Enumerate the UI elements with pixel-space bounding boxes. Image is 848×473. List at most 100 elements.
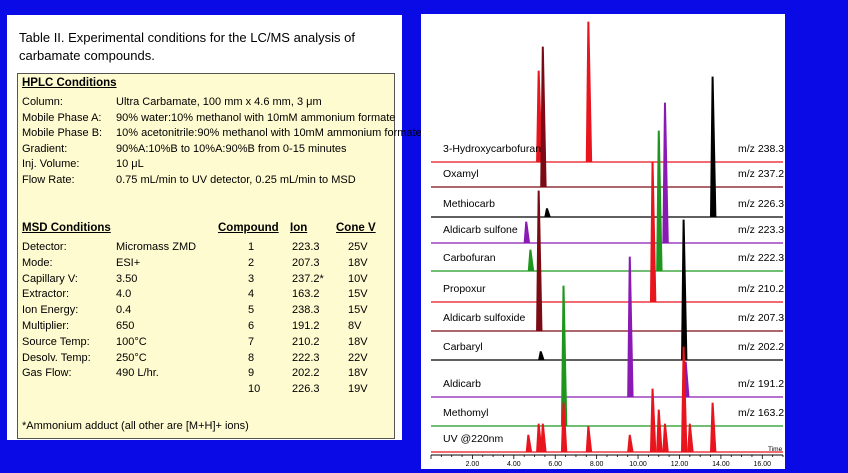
x-tick-label: 12.00 bbox=[671, 461, 689, 468]
hplc-value: 90% water:10% methanol with 10mM ammoniu… bbox=[116, 111, 396, 124]
trace-name-label: Aldicarb bbox=[443, 378, 481, 390]
trace-mz-label: m/z 222.3 bbox=[738, 252, 784, 264]
trace-group bbox=[431, 190, 783, 332]
trace-group bbox=[431, 76, 783, 218]
chromatogram-peak bbox=[525, 434, 533, 453]
hplc-label: Mobile Phase B: bbox=[22, 127, 103, 139]
trace-name-label: Carbofuran bbox=[443, 252, 496, 264]
trace-group bbox=[431, 46, 783, 188]
ion-mass: 163.2 bbox=[292, 288, 320, 301]
chromatogram-peak bbox=[681, 346, 688, 453]
chromatogram-peak bbox=[681, 219, 688, 361]
chromatogram-peak bbox=[662, 102, 669, 244]
msd-row: Gas Flow: 490 L/hr. 9 202.2 18V bbox=[22, 366, 392, 381]
hplc-label: Gradient: bbox=[22, 142, 68, 155]
trace-mz-label: m/z 191.2 bbox=[738, 378, 784, 390]
msd-value: 100°C bbox=[116, 335, 147, 348]
compound-header: Compound bbox=[218, 222, 279, 234]
trace-name-label: Methiocarb bbox=[443, 198, 495, 210]
compound-number: 9 bbox=[248, 367, 255, 380]
ion-mass: 226.3 bbox=[292, 383, 320, 396]
msd-label: Desolv. Temp: bbox=[22, 351, 91, 364]
msd-row: Detector: Micromass ZMD 1 223.3 25V bbox=[22, 240, 392, 255]
msd-value: 3.50 bbox=[116, 272, 138, 285]
chromatogram-peak bbox=[560, 402, 568, 453]
compound-number: 1 bbox=[248, 241, 255, 253]
compound-number: 8 bbox=[248, 351, 255, 364]
hplc-label: Column: bbox=[22, 96, 63, 108]
hplc-title: HPLC Conditions bbox=[22, 77, 117, 89]
conditions-box: HPLC Conditions Column: Ultra Carbamate, … bbox=[17, 73, 422, 439]
chromatogram-peak bbox=[656, 409, 663, 453]
msd-row: 10 226.3 19V bbox=[22, 382, 392, 397]
x-axis-title: Time bbox=[768, 446, 783, 453]
trace-name-label: Aldicarb sulfoxide bbox=[443, 312, 525, 324]
chromatogram-peak bbox=[585, 21, 593, 163]
msd-row: Mode: ESI+ 2 207.3 18V bbox=[22, 256, 392, 271]
compound-number: 10 bbox=[248, 383, 261, 396]
trace-name-label: Propoxur bbox=[443, 283, 486, 295]
chromatogram-peak bbox=[649, 388, 657, 453]
msd-value: 250°C bbox=[116, 351, 147, 364]
msd-row: Capillary V: 3.50 3 237.2* 10V bbox=[22, 272, 392, 287]
hplc-value: 10% acetonitrile:90% methanol with 10mM … bbox=[116, 127, 422, 139]
hplc-value: 0.75 mL/min to UV detector, 0.25 mL/min … bbox=[116, 173, 356, 186]
compound-number: 6 bbox=[248, 320, 255, 332]
cone-voltage: 15V bbox=[348, 304, 368, 317]
compound-number: 3 bbox=[248, 272, 255, 285]
x-tick-label: 14.00 bbox=[712, 461, 730, 468]
trace-group bbox=[431, 346, 783, 453]
chromatogram-peak bbox=[627, 256, 634, 398]
chromatogram-peak bbox=[709, 402, 717, 453]
msd-label: Gas Flow: bbox=[22, 367, 72, 380]
compound-number: 5 bbox=[248, 304, 255, 317]
footnote: *Ammonium adduct (all other are [M+H]+ i… bbox=[22, 420, 249, 432]
x-tick-label: 10.00 bbox=[629, 461, 647, 468]
chromatogram-peak bbox=[649, 161, 657, 303]
cone-header: Cone V bbox=[336, 222, 376, 234]
trace-group bbox=[431, 21, 783, 163]
trace-name-label: Oxamyl bbox=[443, 168, 479, 180]
msd-value: 0.4 bbox=[116, 304, 132, 317]
cone-voltage: 15V bbox=[348, 288, 368, 301]
chromatogram-peak bbox=[687, 423, 694, 453]
trace-mz-label: m/z 226.3 bbox=[738, 198, 784, 210]
chromatogram-peak bbox=[540, 423, 547, 453]
cone-voltage: 19V bbox=[348, 383, 368, 396]
msd-value: 650 bbox=[116, 320, 135, 332]
chromatogram-peak bbox=[536, 70, 543, 163]
ion-mass: 210.2 bbox=[292, 335, 320, 348]
msd-value: 4.0 bbox=[116, 288, 132, 301]
chromatogram-peak bbox=[540, 46, 547, 188]
cone-voltage: 18V bbox=[348, 256, 368, 269]
hplc-value: 10 μL bbox=[116, 158, 144, 170]
cone-voltage: 25V bbox=[348, 241, 368, 253]
table-caption: Table II. Experimental conditions for th… bbox=[19, 29, 389, 65]
msd-row: Ion Energy: 0.4 5 238.3 15V bbox=[22, 303, 392, 318]
chromatogram-panel: 3-Hydroxycarbofuran m/z 238.3 Oxamyl m/z 23… bbox=[421, 14, 785, 469]
hplc-value: Ultra Carbamate, 100 mm x 4.6 mm, 3 μm bbox=[116, 96, 322, 108]
ion-mass: 223.3 bbox=[292, 241, 320, 253]
trace-mz-label: m/z 207.3 bbox=[738, 312, 784, 324]
caption-line-1: Table II. Experimental conditions for th… bbox=[19, 30, 355, 45]
compound-number: 4 bbox=[248, 288, 255, 301]
msd-label: Mode: bbox=[22, 256, 53, 269]
trace-group bbox=[431, 256, 783, 398]
trace-group bbox=[431, 219, 783, 361]
trace-group bbox=[431, 130, 783, 272]
cone-voltage: 18V bbox=[348, 367, 368, 380]
chromatogram-peak bbox=[538, 351, 545, 361]
msd-label: Capillary V: bbox=[22, 272, 78, 285]
chromatogram-peak bbox=[527, 249, 535, 272]
chromatogram-peak bbox=[627, 434, 634, 453]
hplc-label: Flow Rate: bbox=[22, 173, 75, 186]
ion-mass: 222.3 bbox=[292, 351, 320, 364]
trace-mz-label: m/z 223.3 bbox=[738, 224, 784, 236]
hplc-label: Mobile Phase A: bbox=[22, 111, 102, 124]
ion-mass: 238.3 bbox=[292, 304, 320, 317]
msd-label: Extractor: bbox=[22, 288, 70, 301]
chromatogram-peak bbox=[656, 130, 663, 272]
msd-row: Multiplier: 650 6 191.2 8V bbox=[22, 319, 392, 334]
chromatogram-peak bbox=[709, 76, 717, 218]
conditions-table-panel: Table II. Experimental conditions for th… bbox=[7, 15, 422, 440]
